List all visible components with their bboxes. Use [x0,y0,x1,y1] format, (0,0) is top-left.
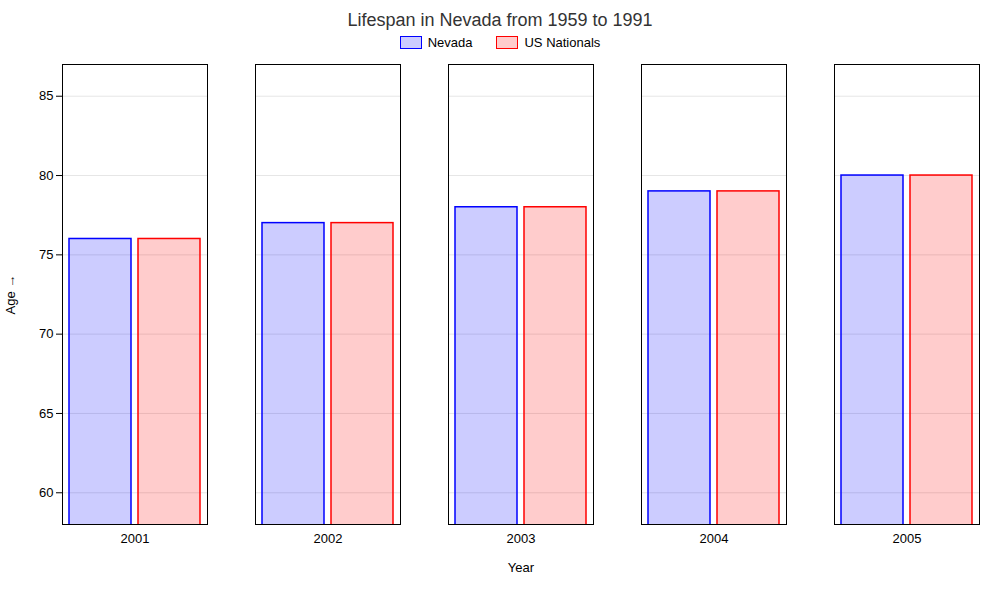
svg-text:2004: 2004 [700,531,729,546]
svg-text:2001: 2001 [121,531,150,546]
svg-text:2002: 2002 [314,531,343,546]
html-text:US Nationals: US Nationals [524,35,601,50]
svg-text:Age →: Age → [3,275,18,315]
svg-text:75: 75 [39,247,53,262]
svg-text:2005: 2005 [893,531,922,546]
html-text:Lifespan in Nevada from 1959 t: Lifespan in Nevada from 1959 to 1991 [347,10,653,30]
svg-text:80: 80 [39,168,53,183]
svg-text:85: 85 [39,88,53,103]
svg-text:70: 70 [39,326,53,341]
svg-text:60: 60 [39,485,53,500]
svg-text:65: 65 [39,406,53,421]
svg-text:Year: Year [508,560,535,575]
html-text:Nevada: Nevada [427,35,473,50]
svg-text:2003: 2003 [507,531,536,546]
